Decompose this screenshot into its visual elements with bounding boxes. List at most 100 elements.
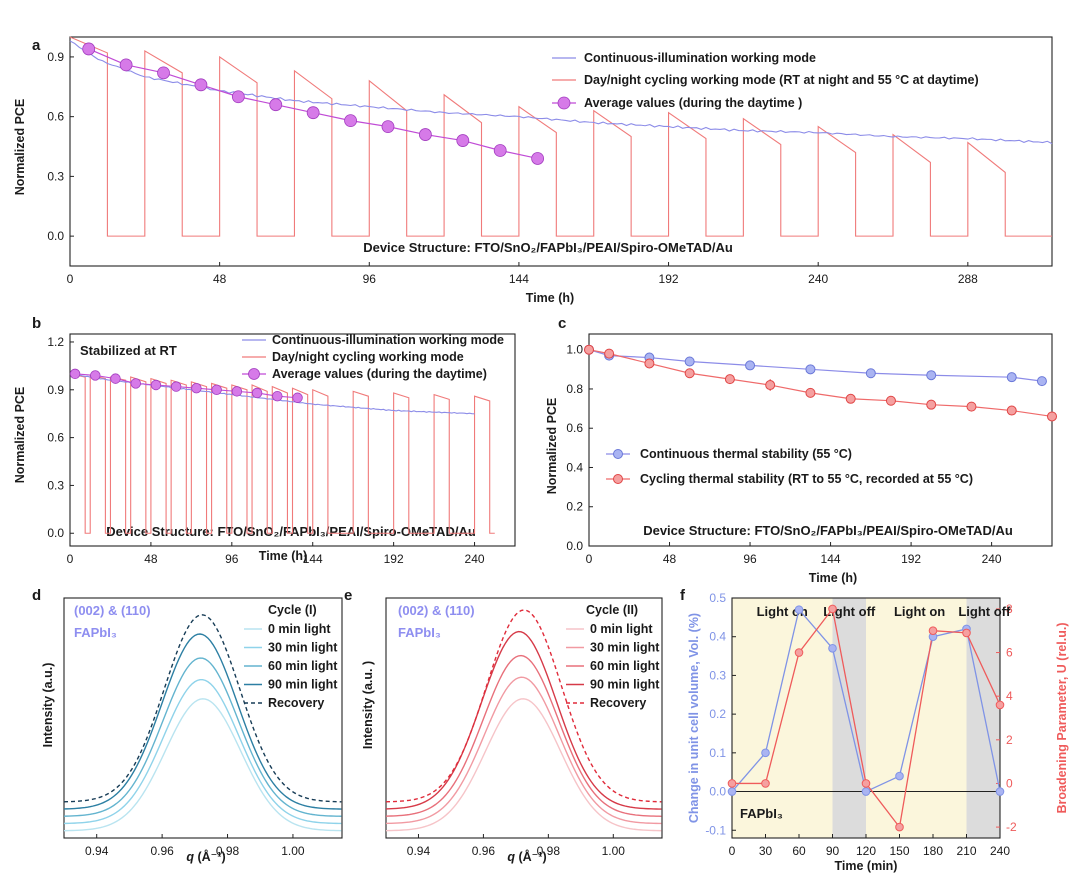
- panel-a-ylabel: Normalized PCE: [13, 99, 27, 196]
- panel-f-volume-point: [727, 787, 737, 796]
- panel-f-xtick-label: 90: [826, 844, 840, 858]
- panel-f-volume-point: [895, 771, 904, 781]
- panel-c-xtick-label: 0: [586, 552, 593, 566]
- panel-e-curve-3: [385, 630, 662, 810]
- panel-f-ylabel-left: Change in unit cell volume, Vol. (%): [687, 613, 701, 823]
- legend-a-average-marker: [557, 96, 571, 110]
- panel-f-region-label-2: Light on: [894, 604, 945, 619]
- panel-f-region-3: [966, 598, 1000, 838]
- panel-f-xtick-label: 0: [729, 844, 736, 858]
- panel-b-xtick-label: 0: [67, 552, 74, 566]
- panel-d-legend: Cycle (I) 0 min light 30 min light 60 min …: [244, 603, 338, 710]
- panel-f-ytick-label: 0.1: [709, 746, 726, 760]
- panel-b-average-point: [110, 373, 121, 384]
- legend-e-item-3: 90 min light: [590, 678, 660, 692]
- panel-d-curve-4: [63, 614, 342, 803]
- panel-b-xtick-label: 192: [384, 552, 404, 566]
- panel-e-frame: [385, 597, 663, 839]
- panel-c-xtick-label: 96: [743, 552, 757, 566]
- panel-f-ytick-right-label: 8: [1006, 602, 1013, 616]
- panel-b-average-point: [272, 390, 283, 402]
- panel-f-xtick-label: 210: [956, 844, 976, 858]
- panel-d-label: d: [32, 587, 41, 604]
- panel-c-continuous-line: [588, 349, 1043, 382]
- panel-a-average-point: [381, 120, 395, 134]
- panel-e-xlabel-unit: (Å⁻¹): [515, 849, 547, 864]
- panel-c-cycling-point: [584, 344, 594, 355]
- panel-f-ytick-label: 0.0: [709, 785, 726, 799]
- panel-f-volume-point: [828, 644, 837, 653]
- panel-f-xtick-label: 60: [792, 844, 806, 858]
- panel-b-cycling-line: [69, 373, 495, 534]
- legend-d-item-3: 90 min light: [268, 678, 338, 692]
- panel-b-average-point: [191, 382, 202, 394]
- panel-f-ytick-right-label: 4: [1006, 689, 1013, 703]
- panel-b-ytick-label: 0.9: [47, 383, 64, 397]
- panel-f-volume-point: [861, 787, 871, 796]
- panel-f-ytick-label: 0.4: [709, 630, 726, 644]
- panel-b: b Normalized PCE Time (h) Stabilized at …: [13, 315, 516, 566]
- panel-a-annotation: Device Structure: FTO/SnO₂/FAPbI₃/PEAI/S…: [363, 240, 733, 255]
- panel-f-ytick-right-label: -2: [1006, 820, 1017, 834]
- panel-d-curve-3: [63, 633, 342, 810]
- legend-b-average: Average values (during the daytime): [272, 367, 487, 381]
- legend-d-title: Cycle (I): [268, 603, 317, 617]
- panel-f-ytick-right-label: 0: [1006, 776, 1013, 790]
- panel-b-note: Stabilized at RT: [80, 343, 177, 358]
- panel-d-material-label: FAPbI₃: [74, 625, 117, 640]
- panel-c-ytick-label: 0.4: [566, 460, 583, 474]
- panel-f-region-label-0: Light on: [757, 604, 808, 619]
- legend-b-continuous: Continuous-illumination working mode: [272, 333, 504, 347]
- panel-d-xlabel: q (Å⁻¹): [186, 849, 225, 864]
- panel-a-cycling-line: [69, 36, 1052, 237]
- panel-f: f Change in unit cell volume, Vol. (%) B…: [680, 587, 1069, 873]
- panel-a-xlabel: Time (h): [526, 291, 574, 305]
- panel-f-ytick-label: 0.3: [709, 668, 726, 682]
- panel-c-xtick-label: 48: [663, 552, 677, 566]
- panel-b-average-point: [211, 384, 222, 395]
- panel-c-legend: Continuous thermal stability (55 °C) Cyc…: [606, 447, 973, 486]
- panel-b-label: b: [32, 315, 41, 332]
- panel-c-cycling-point: [1047, 411, 1057, 422]
- legend-e-item-2: 60 min light: [590, 659, 660, 673]
- panel-b-average-point: [150, 379, 162, 391]
- panel-e-xlabel: q (Å⁻¹): [507, 849, 546, 864]
- panel-c-continuous-point: [684, 356, 695, 367]
- panel-d-curve-1: [63, 678, 342, 825]
- legend-d-item-0: 0 min light: [268, 622, 331, 636]
- panel-a-average-point: [194, 78, 208, 92]
- panel-b-average-point: [251, 387, 263, 399]
- panel-f-ytick-right-label: 2: [1006, 733, 1013, 747]
- panel-d-curve-2: [63, 657, 342, 817]
- panel-c-cycling-point: [644, 358, 655, 369]
- panel-a-average-point: [493, 144, 507, 157]
- panel-f-region-2: [866, 598, 967, 838]
- panel-f-volume-point: [995, 787, 1005, 796]
- panel-e-legend: Cycle (II) 0 min light 30 min light 60 min…: [566, 603, 660, 710]
- panel-a-ytick-label: 0.3: [47, 169, 64, 183]
- panel-e-curve-0: [385, 698, 662, 832]
- panel-f-material-label: FAPbI₃: [740, 806, 783, 821]
- panel-f-broadening-point: [794, 648, 804, 657]
- panel-f-label: f: [680, 587, 686, 604]
- panel-a-xtick-label: 0: [67, 272, 74, 286]
- panel-a-average-point: [157, 66, 170, 80]
- legend-c-continuous: Continuous thermal stability (55 °C): [640, 447, 852, 461]
- panel-f-xlabel: Time (min): [835, 859, 898, 873]
- panel-c-continuous-point: [805, 364, 816, 375]
- panel-f-ytick-label: 0.5: [709, 591, 726, 605]
- panel-d-xlabel-symbol: q: [186, 850, 194, 864]
- panel-c-label: c: [558, 315, 566, 332]
- panel-e-xtick-label: 0.96: [472, 844, 496, 858]
- panel-f-ytick-right-label: 6: [1006, 646, 1013, 660]
- panel-d-frame: [63, 597, 343, 839]
- panel-b-ytick-label: 1.2: [47, 335, 64, 349]
- legend-d-item-4: Recovery: [268, 696, 324, 710]
- panel-a-ytick-label: 0.0: [47, 229, 64, 243]
- panel-c-xtick-label: 144: [821, 552, 841, 566]
- panel-c-ylabel: Normalized PCE: [545, 398, 559, 495]
- panel-e-xtick-label: 0.98: [537, 844, 561, 858]
- panel-b-average-point: [90, 370, 101, 381]
- panel-a-xtick-label: 240: [808, 272, 828, 286]
- panel-a-average-point: [119, 58, 133, 72]
